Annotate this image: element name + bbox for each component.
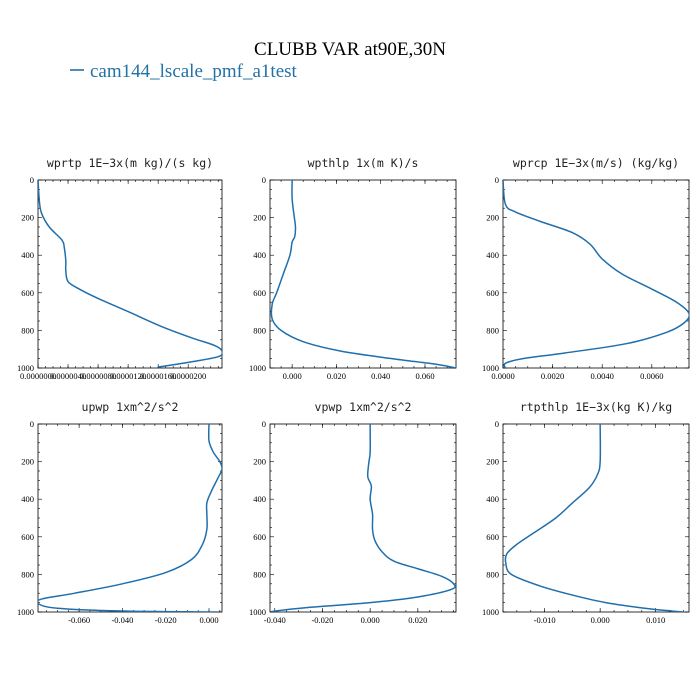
y-tick-label: 0 (495, 419, 499, 429)
y-tick-label: 400 (486, 494, 499, 504)
x-tick-label: -0.060 (68, 615, 90, 625)
y-tick-label: 1000 (17, 363, 34, 373)
plot-frame (37, 423, 223, 613)
x-tick-label: -0.040 (264, 615, 286, 625)
y-tick-label: 1000 (482, 363, 499, 373)
profile-line (38, 424, 222, 612)
subplot-3: wprcp 1E−3x(m/s) (kg/kg) 0 200 400 600 800 100… (482, 156, 690, 381)
y-tick-label: 600 (253, 532, 266, 542)
subplot-4: upwp 1xm^2/s^2 0 200 400 600 800 1000 -0.060 -0.… (17, 400, 223, 625)
x-tick-label: 0.0000000 (20, 371, 56, 381)
x-tick-label: 0.020 (327, 371, 346, 381)
profile-line (38, 180, 222, 368)
profile-line (504, 424, 684, 612)
plot-frame (269, 423, 457, 613)
x-tick-label: 0.010 (646, 615, 665, 625)
subplot-1: wprtp 1E−3x(m kg)/(s kg) 0 200 400 600 800 100… (17, 156, 223, 381)
x-tick-label: 0.000 (591, 615, 610, 625)
x-tick-label: 0.000 (283, 371, 302, 381)
y-tick-label: 200 (486, 457, 499, 467)
y-tick-label: 800 (253, 325, 266, 335)
subplot-title: upwp 1xm^2/s^2 (82, 400, 179, 414)
x-tick-label: 0.040 (371, 371, 390, 381)
x-tick-label: 0.0000120 (110, 371, 146, 381)
x-tick-label: 0.0020 (541, 371, 564, 381)
y-tick-label: 800 (21, 569, 34, 579)
profile-line (270, 424, 456, 612)
figure-legend: cam144_lscale_pmf_a1test (70, 61, 298, 82)
y-tick-label: 800 (486, 325, 499, 335)
figure-title: CLUBB VAR at90E,30N (254, 39, 446, 60)
x-tick-label: -0.010 (534, 615, 556, 625)
y-tick-label: 0 (30, 175, 34, 185)
subplot-title: wprcp 1E−3x(m/s) (kg/kg) (513, 156, 679, 170)
y-tick-label: 0 (495, 175, 499, 185)
x-tick-label: 0.000 (361, 615, 380, 625)
y-tick-label: 0 (262, 175, 266, 185)
y-tick-label: 0 (262, 419, 266, 429)
y-tick-label: 200 (253, 457, 266, 467)
y-tick-label: 800 (21, 325, 34, 335)
x-tick-label: 0.0060 (640, 371, 663, 381)
subplot-6: rtpthlp 1E−3x(kg K)/kg 0 200 400 600 800 1000 -… (482, 400, 690, 625)
y-tick-label: 1000 (17, 607, 34, 617)
subplot-title: rtpthlp 1E−3x(kg K)/kg (520, 400, 672, 414)
profile-line (270, 180, 456, 368)
y-tick-label: 1000 (249, 363, 266, 373)
y-tick-label: 200 (21, 457, 34, 467)
y-tick-label: 1000 (249, 607, 266, 617)
y-tick-label: 200 (486, 213, 499, 223)
subplot-2: wpthlp 1x(m K)/s 0 200 400 600 800 1000 0.000 0.… (249, 156, 457, 381)
y-tick-label: 200 (21, 213, 34, 223)
y-tick-label: 600 (253, 288, 266, 298)
x-tick-label: 0.060 (415, 371, 434, 381)
y-tick-label: 400 (21, 494, 34, 504)
x-tick-label: 0.0040 (591, 371, 614, 381)
y-tick-label: 200 (253, 213, 266, 223)
subplot-title: vpwp 1xm^2/s^2 (315, 400, 412, 414)
x-tick-label: 0.0000080 (80, 371, 116, 381)
subplot-5: vpwp 1xm^2/s^2 0 200 400 600 800 1000-0.040 -0.… (249, 400, 457, 625)
y-tick-label: 400 (253, 250, 266, 260)
subplot-title: wpthlp 1x(m K)/s (308, 156, 419, 170)
x-tick-label: 0.0000040 (50, 371, 86, 381)
y-tick-label: 600 (486, 288, 499, 298)
plot-frame (502, 423, 690, 613)
legend-label: cam144_lscale_pmf_a1test (90, 61, 298, 82)
x-tick-label: -0.020 (155, 615, 177, 625)
y-tick-label: 600 (21, 288, 34, 298)
profile-line (503, 180, 689, 368)
y-tick-label: 400 (253, 494, 266, 504)
x-tick-label: 0.0000200 (170, 371, 206, 381)
y-tick-label: 1000 (482, 607, 499, 617)
x-tick-label: 0.0000160 (140, 371, 176, 381)
y-tick-label: 600 (21, 532, 34, 542)
x-tick-label: 0.020 (408, 615, 427, 625)
x-tick-label: -0.020 (311, 615, 333, 625)
x-tick-label: 0.0000 (491, 371, 514, 381)
y-tick-label: 400 (486, 250, 499, 260)
y-tick-label: 600 (486, 532, 499, 542)
subplot-grid: wprtp 1E−3x(m kg)/(s kg) 0 200 400 600 800 100… (17, 156, 690, 625)
y-tick-label: 400 (21, 250, 34, 260)
x-tick-label: 0.000 (199, 615, 218, 625)
plot-frame (502, 179, 690, 369)
y-tick-label: 0 (30, 419, 34, 429)
subplot-title: wprtp 1E−3x(m kg)/(s kg) (47, 156, 213, 170)
y-tick-label: 800 (486, 569, 499, 579)
y-tick-label: 800 (253, 569, 266, 579)
x-tick-label: -0.040 (111, 615, 133, 625)
